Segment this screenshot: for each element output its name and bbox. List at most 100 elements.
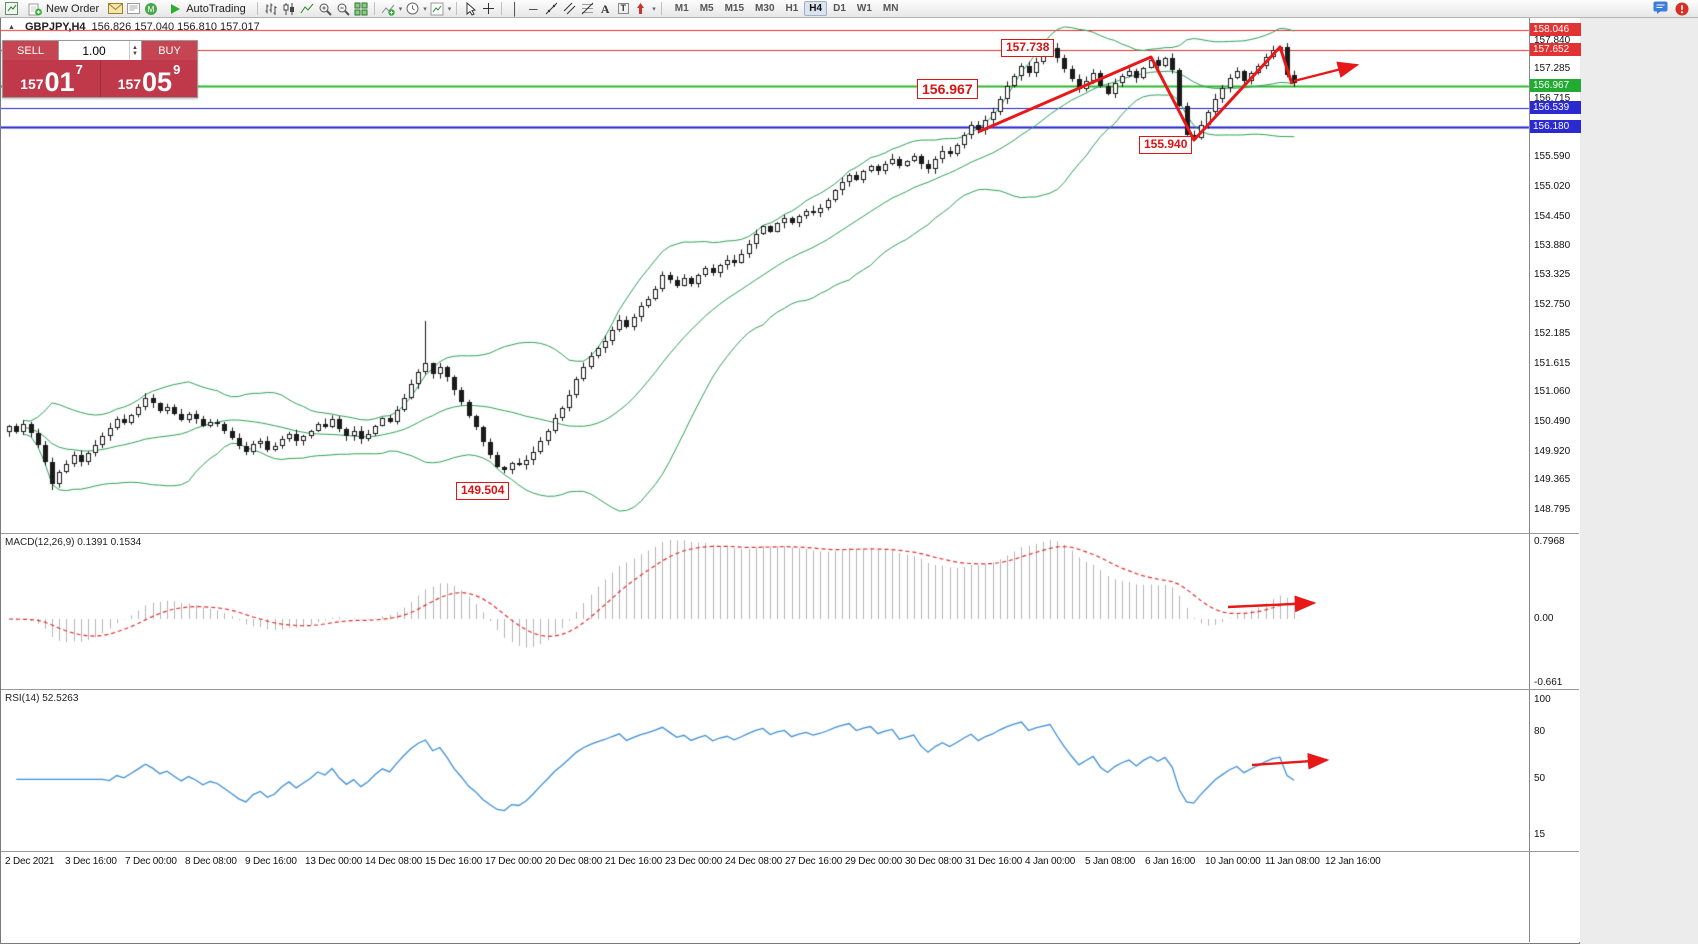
periods-clock-icon[interactable] xyxy=(404,1,420,17)
price-tick: 156.715 xyxy=(1534,93,1571,104)
timeframe-m15[interactable]: M15 xyxy=(724,3,745,14)
sell-button[interactable]: SELL xyxy=(3,41,58,60)
price-tick: 152.185 xyxy=(1534,328,1571,339)
price-callout[interactable]: 157.738 xyxy=(1001,39,1055,57)
time-label: 11 Jan 08:00 xyxy=(1265,856,1320,867)
time-axis[interactable]: 2 Dec 2021 3 Dec 16:00 7 Dec 00:00 8 Dec 08… xyxy=(1,856,1529,872)
autotrading-button[interactable]: AutoTrading xyxy=(161,1,252,17)
horizontal-line-tool-icon[interactable]: ─ xyxy=(529,1,538,16)
price-tick: 152.750 xyxy=(1534,299,1571,310)
new-order-icon xyxy=(27,1,43,17)
time-label: 6 Jan 16:00 xyxy=(1145,856,1196,867)
one-click-trading-panel: SELL ▲ ▼ BUY 157 01 7 157 05 9 xyxy=(2,40,198,98)
time-label: 15 Dec 16:00 xyxy=(425,856,483,867)
mailbox-icon[interactable] xyxy=(107,1,123,17)
buy-price-point: 9 xyxy=(173,62,181,77)
toolbar-right-group xyxy=(1653,1,1690,17)
time-label: 7 Dec 00:00 xyxy=(125,856,177,867)
chart-canvas[interactable] xyxy=(1,18,1581,944)
crosshair-icon[interactable] xyxy=(480,1,496,17)
channel-tool-icon[interactable] xyxy=(561,1,577,17)
timeframe-w1[interactable]: W1 xyxy=(856,3,872,14)
autotrading-label: AutoTrading xyxy=(186,2,246,15)
timeframe-d1[interactable]: D1 xyxy=(833,3,846,14)
price-callout[interactable]: 156.967 xyxy=(917,79,978,100)
arrows-tool-icon[interactable] xyxy=(633,1,649,17)
timeframe-m30[interactable]: M30 xyxy=(755,3,775,14)
macd-indicator-label: MACD(12,26,9) 0.1391 0.1534 xyxy=(5,537,142,548)
time-label: 24 Dec 08:00 xyxy=(725,856,783,867)
panel-separator[interactable] xyxy=(1,851,1579,852)
text-label-tool-icon[interactable]: T xyxy=(615,1,631,17)
price-tick: 149.365 xyxy=(1534,474,1571,485)
buy-price-whole: 157 xyxy=(117,76,142,92)
vertical-line-tool-icon[interactable]: │ xyxy=(511,1,520,16)
chat-icon[interactable] xyxy=(1653,1,1669,17)
bar-chart-mode-icon[interactable] xyxy=(263,1,279,17)
toolbar-separator xyxy=(660,2,662,15)
buy-price-display[interactable]: 157 05 9 xyxy=(100,60,197,97)
community-icon[interactable]: M xyxy=(143,1,159,17)
chart-title: GBPJPY,H4 156.826 157.040 156.810 157.017 xyxy=(25,21,260,33)
time-label: 17 Dec 00:00 xyxy=(485,856,543,867)
ohlc-readout: 156.826 157.040 156.810 157.017 xyxy=(91,21,260,33)
time-label: 20 Dec 08:00 xyxy=(545,856,603,867)
chart-window-icon xyxy=(3,1,19,17)
buy-button[interactable]: BUY xyxy=(142,41,197,60)
rsi-tick: 80 xyxy=(1534,726,1546,737)
toolbar-separator xyxy=(373,2,375,15)
timeframe-mn[interactable]: MN xyxy=(882,3,899,14)
trendline-tool-icon[interactable] xyxy=(543,1,559,17)
chevron-down-icon[interactable]: ▾ xyxy=(447,5,452,13)
timeframe-h4[interactable]: H4 xyxy=(804,1,828,16)
price-callout[interactable]: 149.504 xyxy=(456,482,510,500)
time-label: 4 Jan 00:00 xyxy=(1025,856,1076,867)
indicators-icon[interactable] xyxy=(380,1,396,17)
toolbar: New Order M AutoTrading ▾ ▾ ▾ xyxy=(0,0,1698,18)
timeframe-m5[interactable]: M5 xyxy=(699,3,714,14)
news-icon[interactable] xyxy=(125,1,141,17)
time-label: 10 Jan 00:00 xyxy=(1205,856,1261,867)
alerts-icon[interactable] xyxy=(1674,1,1690,17)
templates-icon[interactable] xyxy=(429,1,445,17)
panel-separator[interactable] xyxy=(1,533,1579,534)
panel-separator[interactable] xyxy=(1,689,1579,690)
chevron-down-icon[interactable]: ▾ xyxy=(652,5,656,13)
price-axis[interactable]: 157.840 157.285 156.715 155.590 155.020 154.4… xyxy=(1529,18,1581,942)
line-chart-mode-icon[interactable] xyxy=(299,1,315,17)
cursor-icon[interactable] xyxy=(462,1,478,17)
candlestick-mode-icon[interactable] xyxy=(281,1,297,17)
new-order-label: New Order xyxy=(46,2,100,15)
text-tool-icon[interactable]: A xyxy=(600,1,610,16)
price-tick: 148.795 xyxy=(1534,504,1571,515)
fibonacci-tool-icon[interactable] xyxy=(579,1,595,17)
volume-increase-button[interactable]: ▲ xyxy=(132,44,138,51)
zoom-in-icon[interactable] xyxy=(317,1,333,17)
rsi-tick: 15 xyxy=(1534,829,1546,840)
time-label: 27 Dec 16:00 xyxy=(785,856,843,867)
buy-price-pips: 05 xyxy=(142,67,173,97)
new-order-button[interactable]: New Order xyxy=(21,1,105,17)
svg-text:M: M xyxy=(148,5,155,14)
zoom-out-icon[interactable] xyxy=(335,1,351,17)
timeframe-m1[interactable]: M1 xyxy=(674,3,689,14)
timeframe-h1[interactable]: H1 xyxy=(785,3,799,14)
chevron-down-icon[interactable]: ▾ xyxy=(423,5,427,13)
sell-price-display[interactable]: 157 01 7 xyxy=(3,60,100,97)
macd-tick: 0.7968 xyxy=(1534,536,1565,547)
tile-windows-icon[interactable] xyxy=(353,1,369,17)
timeframe-group: M1 M5 M15 M30 H1 H4 D1 W1 MN xyxy=(670,1,904,16)
price-tick: 149.920 xyxy=(1534,446,1571,457)
volume-decrease-button[interactable]: ▼ xyxy=(132,50,138,57)
volume-input[interactable] xyxy=(59,41,141,60)
toolbar-separator xyxy=(501,2,503,15)
one-click-panel-toggle[interactable]: ▲ xyxy=(8,24,15,31)
price-tick: 155.590 xyxy=(1534,151,1571,162)
sell-price-whole: 157 xyxy=(20,76,44,92)
price-callout[interactable]: 155.940 xyxy=(1139,136,1193,154)
chevron-down-icon[interactable]: ▾ xyxy=(398,5,403,13)
volume-spinner: ▲ ▼ xyxy=(129,41,140,60)
time-label: 31 Dec 16:00 xyxy=(965,856,1023,867)
volume-field: ▲ ▼ xyxy=(58,41,142,60)
